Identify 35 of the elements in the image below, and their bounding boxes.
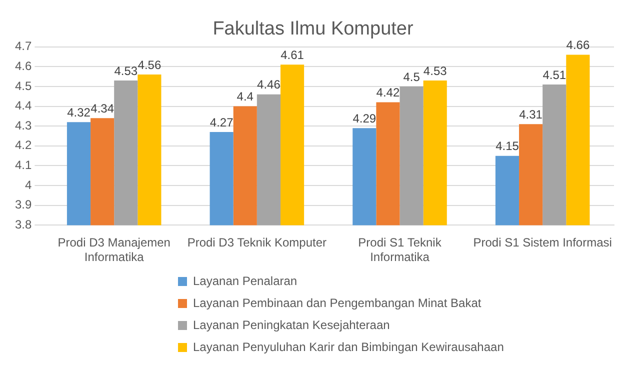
data-label: 4.15 [496,139,520,154]
x-tick-label: Prodi S1 Sistem Informasi [473,236,612,250]
data-label: 4.56 [138,58,162,72]
x-tick-label: Prodi D3 Manajemen Informatika [58,236,170,264]
data-label: 4.53 [423,64,448,78]
data-label: 4.4 [236,90,254,104]
y-tick-label: 4.1 [14,158,32,172]
data-label: 4.34 [90,101,114,116]
y-tick-label: 4.4 [14,98,32,113]
data-label: 4.66 [566,38,590,52]
x-tick-label: Prodi D3 Teknik Komputer [187,236,327,250]
legend-label: Layanan Peningkatan Kesejahteraan [193,318,390,332]
data-label: 4.5 [403,70,420,84]
y-tick-label: 3.9 [14,198,32,212]
data-label: 4.29 [352,111,376,126]
y-tick-label: 4.5 [14,78,32,93]
data-label: 4.46 [257,78,281,92]
y-tick-label: 4 [24,178,32,192]
data-label: 4.31 [519,107,543,122]
x-tick-label: Prodi S1 Teknik Informatika [358,236,442,264]
y-tick-label: 4.7 [14,39,32,54]
data-label: 4.27 [210,115,234,130]
data-label: 4.51 [542,68,566,82]
data-label: 4.32 [67,105,91,120]
y-tick-label: 4.2 [14,138,32,152]
legend-label: Layanan Penalaran [193,274,298,288]
chart-title: Fakultas Ilmu Komputer [212,18,414,40]
data-label: 4.53 [114,64,138,78]
legend-label: Layanan Pembinaan dan Pengembangan Minat Bakat [193,296,482,310]
y-tick-label: 4.3 [14,118,32,132]
y-tick-label: 4.6 [14,58,32,73]
legend-label: Layanan Penyuluhan Karir dan Bimbingan Kewirausahaan [193,340,504,354]
data-label: 4.42 [376,86,400,100]
y-tick-label: 3.8 [14,218,32,232]
data-label: 4.61 [280,48,304,62]
